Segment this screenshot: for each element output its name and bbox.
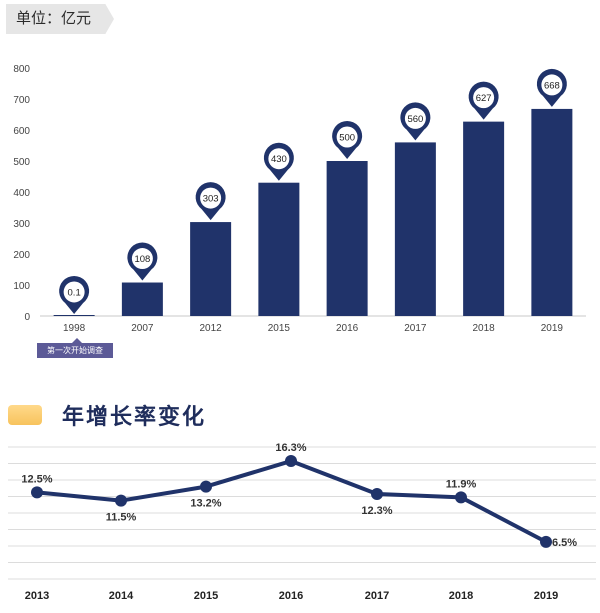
y-tick-label: 800	[13, 64, 30, 75]
x-tick-label: 2017	[404, 323, 427, 334]
value-pin-inner	[268, 148, 290, 170]
bar	[53, 315, 95, 316]
value-pin-inner	[200, 187, 222, 209]
data-point	[285, 455, 297, 468]
bar	[258, 182, 300, 316]
bar	[531, 108, 573, 316]
x-tick-label: 2016	[336, 323, 359, 334]
value-pin-inner	[541, 74, 563, 96]
y-tick-label: 300	[13, 219, 30, 230]
y-tick-label: 0	[24, 312, 30, 323]
data-point	[115, 494, 127, 507]
bar	[121, 282, 163, 316]
value-pin-inner	[336, 126, 358, 148]
data-point	[200, 480, 212, 493]
point-value-label: 11.5%	[106, 512, 137, 524]
data-point	[371, 488, 383, 501]
bar-chart: 0 100 200 300 400 500 600 700 800 1998 0.1 2007 108 2…	[13, 64, 586, 334]
bar-value-label: 560	[407, 114, 423, 125]
y-tick-label: 700	[13, 95, 30, 106]
bar	[463, 121, 505, 316]
value-pin-inner	[63, 281, 85, 303]
data-point	[540, 535, 552, 548]
y-tick-label: 400	[13, 188, 30, 199]
section-header: 年增长率变化	[8, 400, 206, 430]
bar-value-label: 303	[203, 194, 219, 205]
x-tick-label: 2018	[473, 323, 496, 334]
x-tick-label: 2012	[200, 323, 223, 334]
y-tick-label: 500	[13, 157, 30, 168]
y-tick-label: 100	[13, 281, 30, 292]
x-tick-label: 2019	[541, 323, 564, 334]
x-tick-label: 2018	[449, 590, 473, 602]
x-tick-label: 2015	[268, 323, 291, 334]
x-tick-label: 2007	[131, 323, 154, 334]
bar-value-label: 668	[544, 80, 560, 91]
x-tick-label: 2014	[109, 590, 134, 602]
bar-value-label: 627	[476, 93, 492, 104]
x-tick-label: 2019	[534, 590, 558, 602]
bar-value-label: 500	[339, 133, 355, 144]
first-survey-note: 第一次开始调查	[37, 338, 113, 358]
point-value-label: 12.3%	[361, 505, 392, 517]
line-chart: 12.5% 11.5% 13.2% 16.3% 12.3% 11.9% 6.5% 2013 20…	[8, 442, 596, 602]
y-tick-label: 600	[13, 126, 30, 137]
point-value-label: 11.9%	[446, 478, 477, 490]
bar-value-label: 430	[271, 154, 287, 165]
value-pin-inner	[404, 107, 426, 129]
value-pin-inner	[131, 248, 153, 270]
bar	[190, 222, 232, 316]
x-tick-label: 2015	[194, 590, 218, 602]
x-tick-label: 2016	[279, 590, 303, 602]
x-tick-label: 1998	[63, 323, 86, 334]
bar	[326, 161, 368, 316]
point-value-label: 12.5%	[21, 473, 52, 485]
bar-value-label: 108	[134, 254, 150, 265]
y-tick-label: 200	[13, 250, 30, 261]
x-tick-label: 2017	[365, 590, 389, 602]
data-point	[31, 486, 43, 499]
bar	[394, 142, 436, 316]
point-value-label: 6.5%	[552, 537, 577, 549]
point-value-label: 16.3%	[275, 442, 306, 454]
value-pin-inner	[473, 87, 495, 109]
x-tick-label: 2013	[25, 590, 49, 602]
point-value-label: 13.2%	[190, 498, 221, 510]
unit-label: 单位：亿元	[6, 4, 114, 34]
section-marker	[8, 405, 42, 425]
data-point	[455, 491, 467, 504]
section-title: 年增长率变化	[62, 404, 207, 429]
bar-value-label: 0.1	[68, 287, 81, 298]
